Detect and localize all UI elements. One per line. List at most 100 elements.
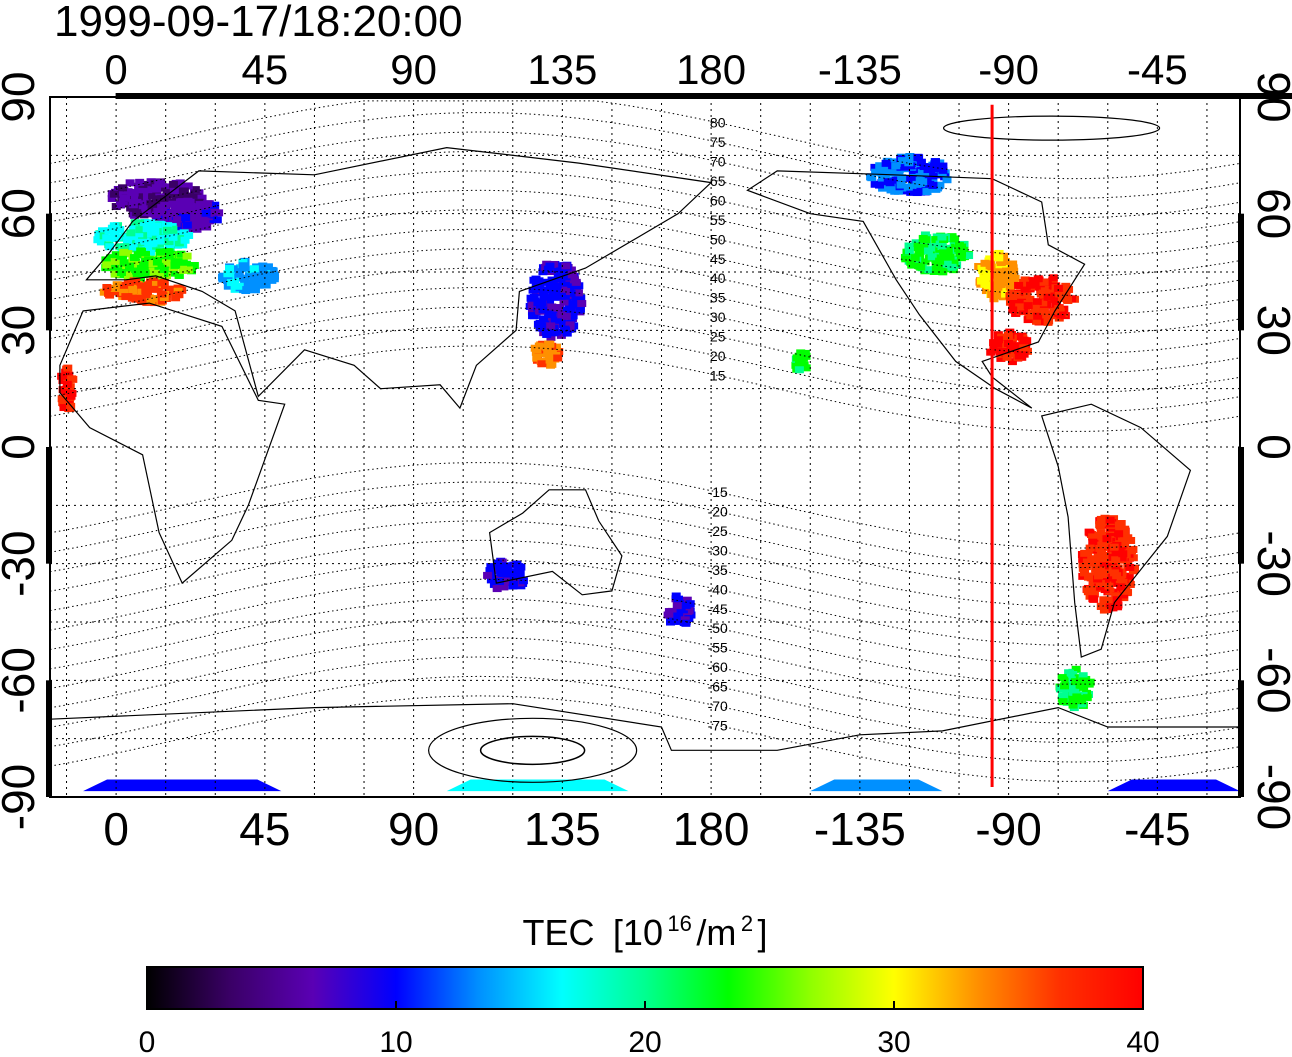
tec-cell: [143, 246, 153, 254]
tec-cell: [953, 245, 963, 253]
tec-cell: [193, 219, 203, 227]
lon-tick-label-bottom: 90: [388, 803, 439, 855]
tec-cell: [509, 580, 519, 588]
tec-cell: [568, 312, 578, 320]
contour-label: -55: [708, 640, 728, 656]
tec-cell: [916, 187, 926, 195]
coastline-australia: [488, 489, 623, 596]
tec-cell: [561, 273, 571, 281]
lon-tick-label-bottom: 45: [239, 803, 290, 855]
contour-label: 25: [710, 329, 726, 345]
south-pole-contour-mid: [428, 717, 638, 783]
magnetic-contour: [49, 325, 1241, 413]
tec-cell: [268, 267, 278, 275]
tec-cell: [118, 184, 128, 192]
magnetic-contour: [49, 695, 1241, 782]
tec-cell: [194, 223, 204, 231]
tec-cell: [1008, 265, 1018, 273]
coastline-antarctica: [49, 703, 1240, 751]
tec-cell: [157, 204, 167, 212]
tec-cell: [58, 399, 68, 407]
tec-cell: [223, 270, 233, 278]
tec-cell: [1006, 274, 1016, 282]
tec-cell: [930, 158, 940, 166]
tec-cell: [135, 226, 145, 234]
contour-label: 80: [710, 115, 726, 131]
contour-label: 70: [710, 154, 726, 170]
tec-cell: [1032, 317, 1042, 325]
tec-cell: [140, 257, 150, 265]
contour-label: -30: [708, 542, 728, 558]
tec-cell: [152, 258, 162, 266]
tec-cell: [922, 188, 932, 196]
tec-cell: [532, 354, 542, 362]
frame-tick-top: [115, 93, 266, 99]
tec-cell: [557, 311, 567, 319]
magnetic-contour: [49, 520, 1241, 607]
magnetic-contour: [49, 189, 1241, 277]
tec-cell: [1099, 562, 1109, 570]
tec-cell: [535, 319, 545, 327]
tec-cell: [235, 274, 245, 282]
contour-label: 30: [710, 309, 726, 325]
lat-tick-label-right: 0: [1248, 434, 1292, 460]
tec-cell: [1063, 296, 1073, 304]
tec-cell: [1017, 298, 1027, 306]
tec-cell: [168, 180, 178, 188]
tec-cell: [138, 205, 148, 213]
tec-cell: [964, 252, 974, 260]
tec-cell: [110, 284, 120, 292]
tec-cell: [1096, 515, 1106, 523]
contour-label: 55: [710, 212, 726, 228]
magnetic-contour: [49, 100, 1241, 180]
magnetic-contour: [49, 500, 1241, 588]
tec-cell: [133, 193, 143, 201]
tec-cell: [904, 159, 914, 167]
tec-cell: [120, 194, 130, 202]
tec-cell: [1117, 554, 1127, 562]
tec-cell: [132, 209, 142, 217]
tec-cell: [1096, 529, 1106, 537]
tec-cell: [105, 243, 115, 251]
tec-cell: [529, 276, 539, 284]
tec-cell: [119, 284, 129, 292]
frame-tick-top: [1156, 93, 1292, 99]
tec-cell: [877, 162, 887, 170]
tec-cell: [145, 219, 155, 227]
tec-cell: [154, 262, 164, 270]
tec-cell: [566, 289, 576, 297]
tec-cell: [924, 266, 934, 274]
tec-cell: [168, 239, 178, 247]
tec-cell: [798, 354, 808, 362]
contour-label: -35: [708, 562, 728, 578]
tec-cell: [885, 179, 895, 187]
tec-cell: [1072, 693, 1082, 701]
tec-cell: [894, 167, 904, 175]
tec-cell: [1008, 260, 1018, 268]
tec-cell: [926, 243, 936, 251]
lat-tick-label-right: 90: [1248, 71, 1292, 122]
tec-cell: [137, 298, 147, 306]
tec-cell: [938, 166, 948, 174]
tec-cell: [180, 236, 190, 244]
tec-cell: [168, 225, 178, 233]
tec-cell: [528, 286, 538, 294]
tec-cell: [903, 183, 913, 191]
tec-cell: [1111, 592, 1121, 600]
tec-cell: [904, 247, 914, 255]
tec-cell: [552, 282, 562, 290]
tec-cell: [505, 573, 515, 581]
tec-cell: [1058, 698, 1068, 706]
tec-cell: [1082, 694, 1092, 702]
magnetic-contour: [49, 209, 1241, 296]
tec-cell: [1008, 278, 1018, 286]
tec-cell: [123, 273, 133, 281]
lon-tick-label-bottom: -90: [975, 803, 1041, 855]
tec-cell: [1094, 572, 1104, 580]
magnetic-contour: [49, 656, 1241, 744]
tec-cell: [1120, 525, 1130, 533]
magnetic-contour: [49, 228, 1241, 316]
contour-label: 20: [710, 348, 726, 364]
lon-tick-label-bottom: 180: [673, 803, 750, 855]
